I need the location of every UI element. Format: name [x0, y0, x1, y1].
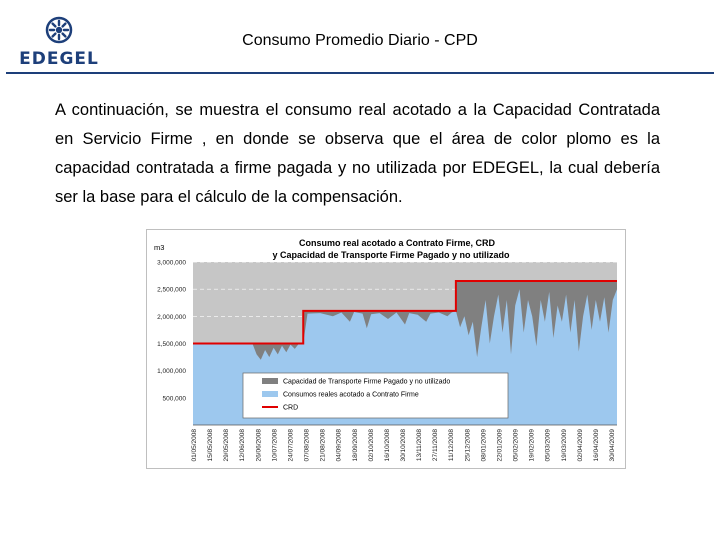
x-tick-label: 05/03/2009 — [545, 429, 552, 462]
x-tick-label: 26/06/2008 — [255, 429, 262, 462]
x-tick-label: 19/03/2009 — [561, 429, 568, 462]
page-title: Consumo Promedio Diario - CPD — [242, 32, 478, 49]
x-tick-label: 07/08/2008 — [304, 429, 311, 462]
x-tick-label: 19/02/2009 — [529, 429, 536, 462]
chart-subtitle: y Capacidad de Transporte Firme Pagado y… — [272, 250, 510, 260]
series-crd-line — [193, 280, 617, 345]
x-tick-label: 01/05/2008 — [191, 429, 198, 462]
x-tick-label: 18/09/2008 — [352, 429, 359, 462]
y-tick-label: 2,500,000 — [157, 287, 186, 294]
x-tick-label: 05/02/2009 — [513, 429, 520, 462]
x-tick-label: 11/12/2008 — [448, 429, 455, 461]
consumption-chart: Consumo real acotado a Contrato Firme, C… — [146, 229, 626, 469]
y-tick-label: 3,000,000 — [157, 260, 186, 267]
x-tick-label: 27/11/2008 — [432, 429, 439, 461]
x-tick-label: 08/01/2009 — [480, 429, 487, 462]
y-tick-label: 1,000,000 — [157, 368, 186, 375]
x-tick-label: 04/09/2008 — [336, 429, 343, 462]
x-tick-label: 10/07/2008 — [271, 429, 278, 462]
y-tick-label: 500,000 — [163, 395, 187, 402]
x-tick-label: 29/05/2008 — [223, 429, 230, 462]
legend-label: Consumos reales acotado a Contrato Firme — [283, 392, 419, 399]
x-tick-label: 25/12/2008 — [464, 429, 471, 462]
legend-label: Capacidad de Transporte Firme Pagado y n… — [283, 379, 450, 386]
x-tick-label: 30/10/2008 — [400, 429, 407, 462]
x-tick-label: 21/08/2008 — [320, 429, 327, 462]
x-tick-label: 30/04/2009 — [609, 429, 616, 462]
x-tick-label: 16/04/2009 — [593, 429, 600, 462]
x-tick-label: 02/10/2008 — [368, 429, 375, 462]
y-axis-unit-label: m3 — [154, 243, 164, 252]
x-tick-label: 24/07/2008 — [288, 429, 295, 462]
chart-title: Consumo real acotado a Contrato Firme, C… — [299, 238, 496, 248]
x-tick-label: 22/01/2009 — [497, 429, 504, 462]
legend-box — [242, 372, 509, 419]
x-tick-label: 16/10/2008 — [384, 429, 391, 462]
y-tick-label: 1,500,000 — [157, 341, 186, 348]
legend-swatch — [262, 378, 278, 384]
x-tick-label: 12/06/2008 — [239, 429, 246, 462]
x-tick-label: 02/04/2009 — [577, 429, 584, 462]
x-tick-label: 15/05/2008 — [207, 429, 214, 462]
edegel-logo: EDEGEL — [18, 16, 100, 69]
body-paragraph: A continuación, se muestra el consumo re… — [55, 101, 660, 206]
legend-label: CRD — [283, 405, 298, 412]
header-divider — [6, 72, 714, 74]
y-tick-label: 2,000,000 — [157, 314, 186, 321]
x-tick-label: 13/11/2008 — [416, 429, 423, 461]
legend-swatch — [262, 391, 278, 397]
logo-wordmark: EDEGEL — [19, 49, 99, 69]
edegel-logo-mark-icon — [45, 16, 73, 44]
